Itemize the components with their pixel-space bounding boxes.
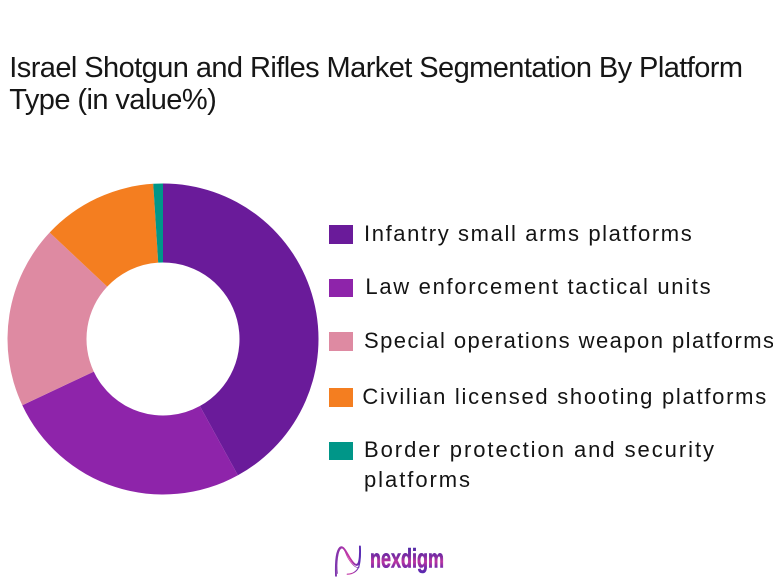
svg-text:nexdigm: nexdigm	[370, 543, 444, 573]
